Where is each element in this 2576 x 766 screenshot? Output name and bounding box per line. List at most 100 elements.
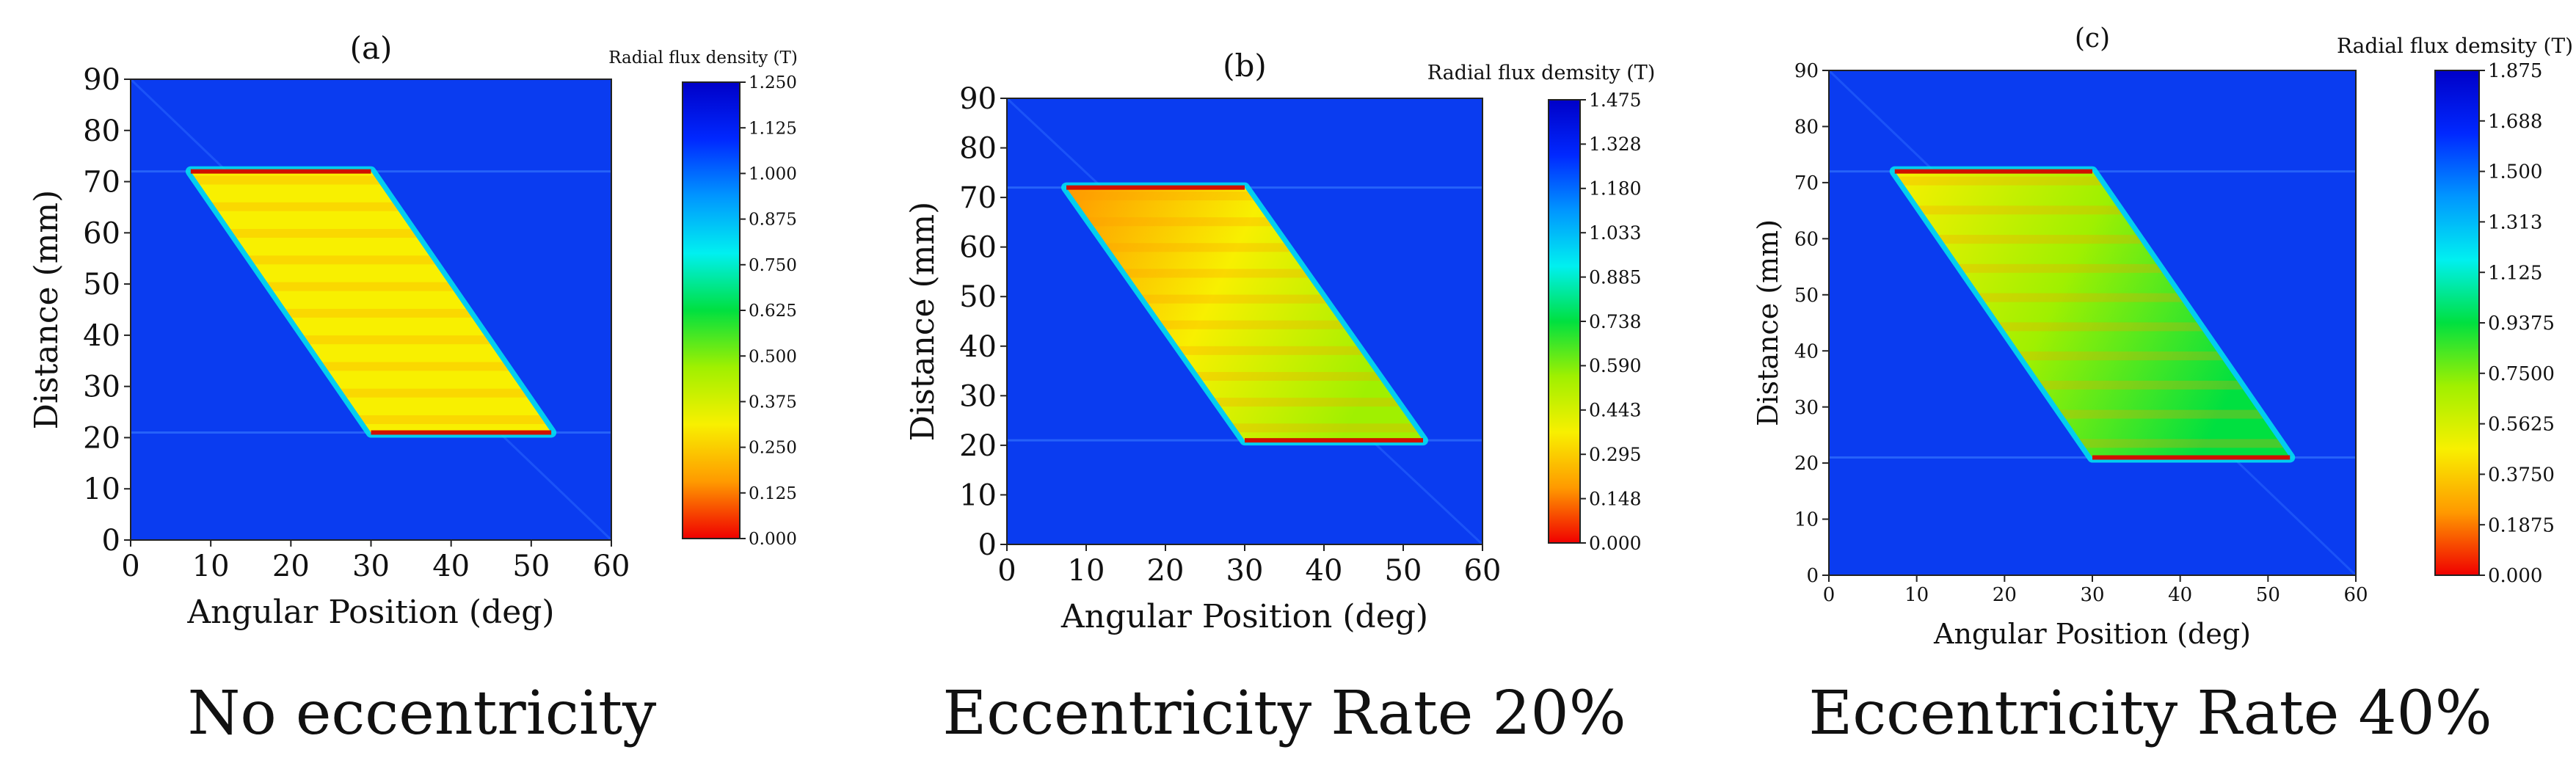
colorbar-tick-label: 0.625 (749, 302, 797, 321)
y-tick-label: 10 (959, 478, 997, 512)
magnet-region (190, 171, 552, 433)
colorbar-title: Radial flux demsity (T) (2337, 34, 2573, 58)
x-tick-label: 20 (1147, 554, 1185, 588)
chart-panel-1: 0 10 20 30 40 50 60 0 10 20 30 40 50 60 70 80 90 Angular … (904, 48, 1655, 635)
x-tick-label: 30 (1226, 554, 1264, 588)
caption-a: No eccentricity (187, 679, 657, 748)
y-tick-label: 40 (1794, 340, 1819, 362)
colorbar-tick-label: 1.033 (1589, 222, 1642, 244)
x-tick-label: 60 (1464, 554, 1502, 588)
colorbar (1548, 99, 1581, 544)
y-tick-label: 70 (959, 181, 997, 215)
colorbar-tick-label: 0.590 (1589, 355, 1642, 376)
y-tick-label: 60 (83, 216, 120, 250)
y-tick-label: 30 (1794, 397, 1819, 419)
colorbar-tick-label: 0.750 (749, 256, 797, 275)
colorbar-tick-label: 1.125 (2488, 262, 2542, 284)
x-tick-label: 50 (2256, 584, 2280, 606)
y-tick-label: 10 (1794, 509, 1819, 531)
x-tick-label: 20 (1993, 584, 2017, 606)
panel-title: (a) (350, 30, 393, 66)
x-axis-label: Angular Position (deg) (1060, 598, 1428, 635)
colorbar-tick-label: 0.000 (1589, 533, 1642, 554)
x-tick-label: 60 (2343, 584, 2368, 606)
colorbar-title: Radial flux density (T) (608, 48, 798, 68)
y-tick-label: 0 (978, 528, 997, 562)
magnet-region (1066, 187, 1423, 441)
magnet-region (1894, 171, 2291, 458)
colorbar-tick-label: 0.7500 (2488, 363, 2555, 385)
y-tick-label: 0 (102, 524, 120, 558)
x-tick-label: 60 (593, 550, 630, 583)
colorbar-tick-label: 0.000 (2488, 565, 2542, 587)
x-tick-label: 20 (272, 550, 310, 583)
chart-panel-0: 0 10 20 30 40 50 60 0 10 20 30 40 50 60 70 80 90 Angular … (28, 30, 798, 631)
colorbar-tick-label: 0.1875 (2488, 514, 2555, 536)
colorbar-tick-label: 0.250 (749, 439, 797, 458)
colorbar-title: Radial flux demsity (T) (1427, 62, 1656, 84)
y-tick-label: 50 (959, 280, 997, 314)
panel-title: (b) (1223, 48, 1267, 84)
x-tick-label: 50 (512, 550, 550, 583)
y-axis-label: Distance (mm) (28, 190, 65, 430)
y-tick-label: 40 (959, 330, 997, 364)
x-tick-label: 30 (352, 550, 390, 583)
colorbar-tick-label: 0.295 (1589, 444, 1642, 465)
y-tick-label: 0 (1806, 565, 1819, 587)
y-axis-label: Distance (mm) (904, 202, 942, 442)
colorbar-tick-label: 0.875 (749, 211, 797, 230)
y-tick-label: 60 (959, 231, 997, 265)
y-tick-label: 30 (959, 379, 997, 413)
colorbar-tick-label: 0.000 (749, 530, 797, 549)
x-tick-label: 0 (121, 550, 139, 583)
colorbar-tick-label: 1.688 (2488, 111, 2542, 133)
colorbar-tick-label: 1.500 (2488, 161, 2542, 183)
x-tick-label: 10 (1068, 554, 1105, 588)
colorbar-tick-label: 0.375 (749, 393, 797, 412)
colorbar-tick-label: 1.875 (2488, 60, 2542, 82)
colorbar-tick-label: 1.180 (1589, 178, 1642, 200)
x-tick-label: 30 (2080, 584, 2104, 606)
chart-panel-2: 0 10 20 30 40 50 60 0 10 20 30 40 50 60 70 80 90 Angular … (1752, 23, 2573, 650)
y-tick-label: 50 (1794, 285, 1819, 307)
y-tick-label: 20 (83, 421, 120, 455)
x-axis-label: Angular Position (deg) (186, 594, 554, 631)
y-tick-label: 10 (83, 473, 120, 506)
y-tick-label: 90 (959, 82, 997, 116)
x-tick-label: 40 (432, 550, 470, 583)
x-tick-label: 50 (1385, 554, 1422, 588)
y-tick-label: 90 (1794, 60, 1819, 82)
colorbar-tick-label: 0.9375 (2488, 313, 2555, 335)
y-axis-label: Distance (mm) (1752, 219, 1784, 426)
x-axis-label: Angular Position (deg) (1933, 618, 2251, 650)
panel-title: (c) (2075, 23, 2110, 54)
y-tick-label: 30 (83, 371, 120, 404)
colorbar (682, 81, 741, 539)
colorbar-tick-label: 1.313 (2488, 212, 2542, 234)
y-tick-label: 20 (959, 429, 997, 463)
colorbar-tick-label: 0.885 (1589, 266, 1642, 288)
y-tick-label: 70 (1794, 172, 1819, 194)
x-tick-label: 10 (1904, 584, 1929, 606)
y-tick-label: 70 (83, 166, 120, 200)
x-tick-label: 0 (997, 554, 1016, 588)
colorbar-tick-label: 1.125 (749, 119, 797, 138)
x-tick-label: 40 (2168, 584, 2192, 606)
x-tick-label: 40 (1306, 554, 1343, 588)
x-tick-label: 0 (1823, 584, 1835, 606)
colorbar-tick-label: 1.475 (1589, 90, 1642, 111)
x-tick-label: 10 (192, 550, 230, 583)
y-tick-label: 80 (1794, 117, 1819, 139)
colorbar-tick-label: 1.250 (749, 73, 797, 92)
colorbar-tick-label: 1.000 (749, 164, 797, 183)
colorbar-tick-label: 0.125 (749, 484, 797, 503)
colorbar-tick-label: 1.328 (1589, 134, 1642, 155)
caption-b: Eccentricity Rate 20% (942, 679, 1626, 748)
colorbar-tick-label: 0.3750 (2488, 464, 2555, 486)
colorbar-tick-label: 0.500 (749, 347, 797, 366)
y-tick-label: 90 (83, 63, 120, 97)
y-tick-label: 60 (1794, 228, 1819, 250)
y-tick-label: 80 (83, 114, 120, 148)
